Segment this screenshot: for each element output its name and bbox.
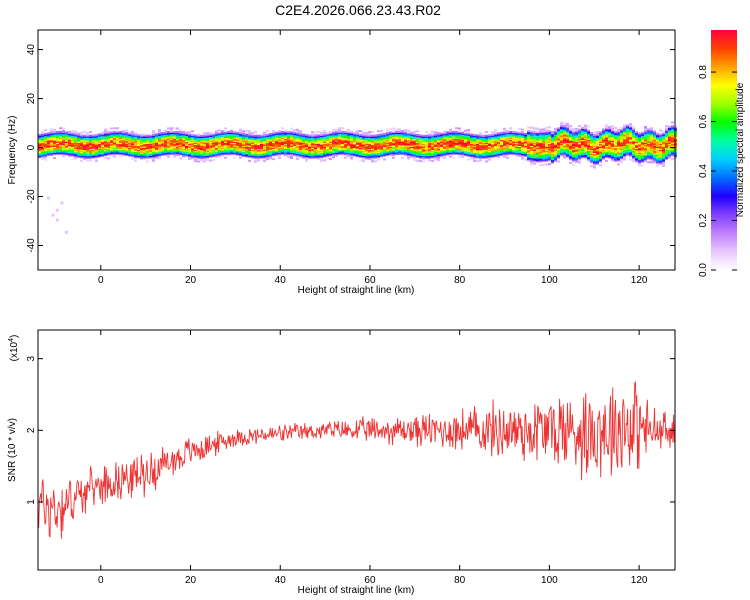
y-tick-label: -20 (26, 189, 37, 204)
y-tick-label: -40 (26, 238, 37, 253)
spectrogram-x-ticks: 0 20 40 60 80 100 120 (98, 30, 648, 286)
spectrogram-panel: 0 20 40 60 80 100 120 -40 -20 0 20 40 Height of st… (7, 29, 677, 296)
y-tick-label: 1 (26, 499, 37, 505)
x-tick-label: 40 (275, 275, 287, 286)
y-tick-label: 0 (26, 144, 37, 150)
snr-x-ticks: 0 20 40 60 80 100 120 (98, 330, 648, 586)
snr-frame (37, 329, 676, 571)
x-tick-label: 100 (541, 575, 558, 586)
y-tick-label: 2 (26, 427, 37, 433)
spectrogram-y-ticks: -40 -20 0 20 40 (26, 44, 675, 253)
y-tick-label: 20 (26, 93, 37, 105)
snr-y-axis-label: SNR (10 * v/v) (7, 418, 18, 482)
spectrogram-x-axis-label: Height of straight line (km) (298, 285, 415, 296)
x-tick-label: 120 (631, 275, 648, 286)
spectrogram-heatmap (38, 121, 677, 234)
x-tick-label: 60 (364, 575, 376, 586)
colorbar: 0.0 0.2 0.4 0.6 0.8 Normalized spectral ampl… (698, 30, 746, 277)
colorbar-tick-label: 0.4 (698, 164, 709, 178)
x-tick-label: 40 (275, 575, 287, 586)
y-tick-label: 40 (26, 44, 37, 56)
colorbar-ticks: 0.0 0.2 0.4 0.6 0.8 (698, 65, 737, 277)
colorbar-gradient (711, 30, 737, 270)
colorbar-label: Normalized spectral amplitude (735, 82, 746, 217)
x-tick-label: 60 (364, 275, 376, 286)
snr-y-scale-label: (x104) (8, 335, 20, 362)
x-tick-label: 20 (185, 575, 197, 586)
spectrogram-y-axis-label: Frequency (Hz) (7, 116, 18, 185)
x-tick-label: 0 (98, 275, 104, 286)
x-tick-label: 0 (98, 575, 104, 586)
snr-panel: 0 20 40 60 80 100 120 1 2 3 (x104) Height of str… (7, 329, 676, 596)
colorbar-tick-label: 0.8 (698, 65, 709, 79)
x-tick-label: 80 (454, 575, 466, 586)
colorbar-tick-label: 0.0 (698, 263, 709, 277)
snr-series-line (38, 380, 675, 539)
snr-y-ticks: 1 2 3 (26, 355, 675, 505)
colorbar-tick-label: 0.2 (698, 213, 709, 227)
spectrogram-frame (37, 29, 676, 271)
snr-x-axis-label: Height of straight line (km) (298, 585, 415, 596)
x-tick-label: 80 (454, 275, 466, 286)
x-tick-label: 20 (185, 275, 197, 286)
figure-title: C2E4.2026.066.23.43.R02 (275, 2, 441, 18)
x-tick-label: 120 (631, 575, 648, 586)
y-tick-label: 3 (26, 355, 37, 361)
colorbar-tick-label: 0.6 (698, 114, 709, 128)
x-tick-label: 100 (541, 275, 558, 286)
